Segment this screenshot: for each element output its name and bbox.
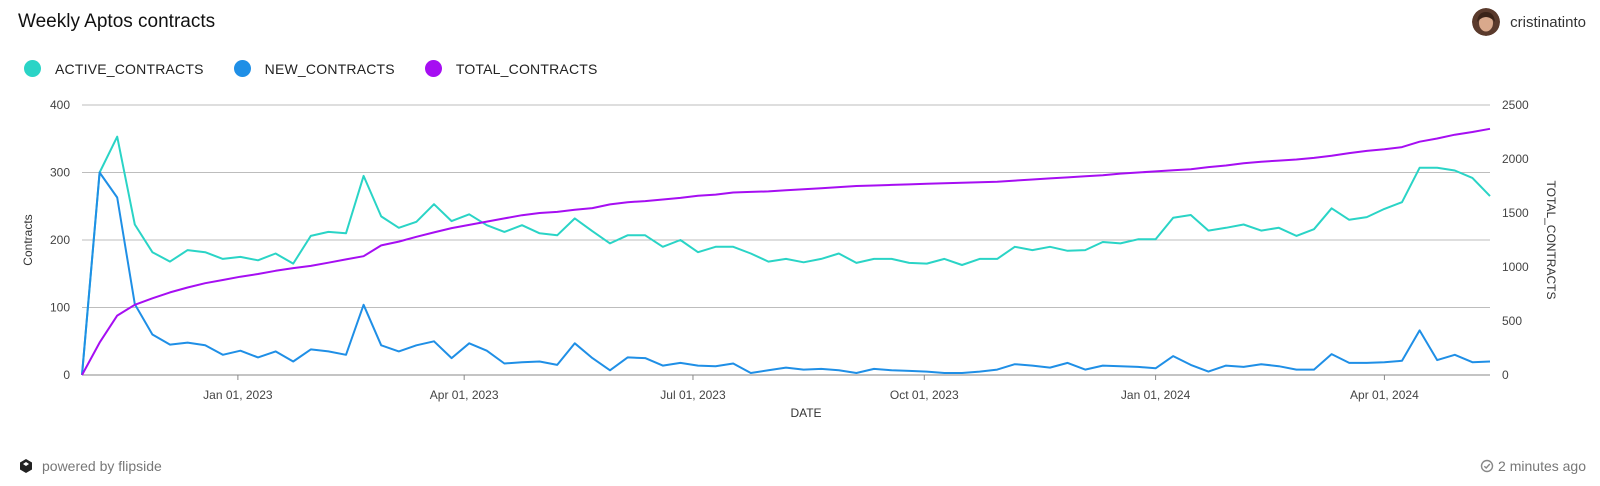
y-tick-label: 0 [63,368,70,382]
y2-tick-label: 2500 [1502,98,1529,112]
legend-label: ACTIVE_CONTRACTS [55,60,204,77]
y2-tick-label: 1500 [1502,206,1529,220]
series-line-active-contracts [81,135,1491,376]
user-name[interactable]: cristinatinto [1510,13,1586,31]
x-tick-label: Jan 01, 2023 [203,388,273,402]
x-tick-label: Jan 01, 2024 [1121,388,1191,402]
legend-dot-icon [233,60,251,77]
legend-item-active-contracts[interactable]: ACTIVE_CONTRACTS [24,60,204,77]
y2-tick-label: 500 [1502,314,1522,328]
legend-label: NEW_CONTRACTS [264,60,395,77]
legend-dot-icon [24,60,41,77]
x-tick-label: Oct 01, 2023 [890,388,959,402]
x-axis-label: DATE [790,406,821,420]
user-badge[interactable]: cristinatinto [1472,8,1586,36]
y-tick-label: 200 [50,233,70,247]
y2-tick-label: 0 [1502,368,1509,382]
y-axis-label: Contracts [21,214,35,265]
y-tick-label: 300 [50,166,70,180]
flipside-logo-icon [20,459,32,473]
x-tick-label: Apr 01, 2024 [1350,388,1419,402]
y-tick-label: 100 [50,301,70,315]
avatar[interactable] [1472,8,1501,36]
x-tick-label: Jul 01, 2023 [660,388,726,402]
y-tick-label: 400 [50,98,70,112]
series-line-new-contracts [81,171,1491,376]
chart-legend: ACTIVE_CONTRACTS NEW_CONTRACTS TOTAL_CON… [24,60,598,77]
last-updated: 2 minutes ago [1480,458,1586,474]
y2-tick-label: 2000 [1502,152,1529,166]
legend-dot-icon [424,60,442,77]
chart-title: Weekly Aptos contracts [18,11,216,32]
x-tick-label: Apr 01, 2023 [430,388,499,402]
legend-label: TOTAL_CONTRACTS [455,60,598,77]
powered-by[interactable]: powered by flipside [18,458,162,474]
line-chart: 0 100 200 300 400 0 500 1000 1500 2000 2500 Jan 01,… [21,98,1558,420]
y2-axis-label: TOTAL_CONTRACTS [1544,181,1558,300]
legend-item-new-contracts[interactable]: NEW_CONTRACTS [233,60,395,77]
refresh-check-icon [1480,459,1494,473]
series-line-total-contracts [81,127,1491,376]
y2-tick-label: 1000 [1502,260,1529,274]
legend-item-total-contracts[interactable]: TOTAL_CONTRACTS [424,60,598,77]
powered-by-text[interactable]: powered by flipside [42,458,162,474]
updated-text: 2 minutes ago [1498,458,1586,474]
